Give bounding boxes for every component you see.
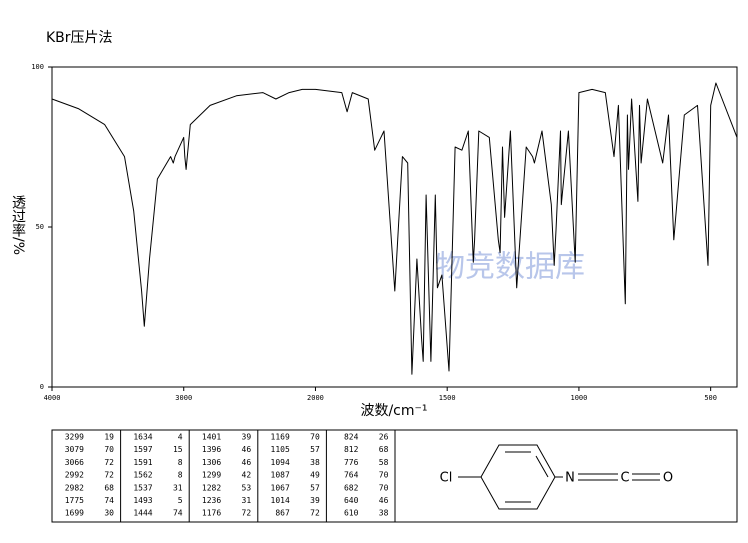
peak-wavenumber: 2992 xyxy=(65,471,84,480)
plot-frame xyxy=(51,66,738,388)
peak-transmittance: 70 xyxy=(379,483,389,492)
peak-wavenumber: 1634 xyxy=(133,433,152,442)
x-tick-label: 2000 xyxy=(307,394,324,402)
peak-transmittance: 8 xyxy=(178,471,183,480)
peak-transmittance: 4 xyxy=(178,433,183,442)
peak-wavenumber: 3066 xyxy=(65,458,84,467)
atom-label: O xyxy=(663,471,673,486)
peak-wavenumber: 1169 xyxy=(271,433,290,442)
x-tick-label: 500 xyxy=(704,394,717,402)
peak-wavenumber: 640 xyxy=(344,496,359,505)
atom-label: N xyxy=(565,471,575,486)
peak-wavenumber: 1105 xyxy=(271,445,290,454)
peak-transmittance: 58 xyxy=(379,458,389,467)
peak-transmittance: 70 xyxy=(310,433,320,442)
bond xyxy=(535,455,549,478)
peak-wavenumber: 2982 xyxy=(65,483,84,492)
x-tick-label: 1500 xyxy=(439,394,456,402)
peak-transmittance: 46 xyxy=(242,458,252,467)
peak-transmittance: 74 xyxy=(104,496,114,505)
peak-wavenumber: 1562 xyxy=(133,471,152,480)
peak-transmittance: 39 xyxy=(310,496,320,505)
peak-transmittance: 42 xyxy=(242,471,252,480)
atom-label: Cl xyxy=(440,471,453,486)
molecule-bonds xyxy=(458,444,660,510)
benzene-ring xyxy=(480,444,556,510)
peak-wavenumber: 1087 xyxy=(271,471,290,480)
peak-wavenumber: 1306 xyxy=(202,458,221,467)
peak-transmittance: 31 xyxy=(242,496,252,505)
peak-transmittance: 70 xyxy=(104,445,114,454)
peak-wavenumber: 1537 xyxy=(133,483,152,492)
peak-transmittance: 31 xyxy=(173,483,183,492)
y-tick-label: 0 xyxy=(40,383,44,391)
watermark: 物竞数据库 xyxy=(435,250,585,285)
peak-wavenumber: 776 xyxy=(344,458,359,467)
x-tick-label: 3000 xyxy=(175,394,192,402)
x-tick-label: 1000 xyxy=(570,394,587,402)
peak-transmittance: 49 xyxy=(310,471,320,480)
peak-transmittance: 74 xyxy=(173,509,183,518)
peak-wavenumber: 764 xyxy=(344,471,359,480)
peak-wavenumber: 1493 xyxy=(133,496,152,505)
peak-wavenumber: 824 xyxy=(344,433,359,442)
peak-transmittance: 5 xyxy=(178,496,183,505)
chart-title: KBr压片法 xyxy=(46,30,113,46)
peak-transmittance: 70 xyxy=(379,471,389,480)
peak-transmittance: 46 xyxy=(242,445,252,454)
x-axis-label: 波数/cm⁻¹ xyxy=(360,403,427,419)
peak-transmittance: 26 xyxy=(379,433,389,442)
peak-transmittance: 38 xyxy=(310,458,320,467)
x-tick-label: 4000 xyxy=(44,394,61,402)
peak-wavenumber: 1597 xyxy=(133,445,152,454)
peak-transmittance: 38 xyxy=(379,509,389,518)
peak-transmittance: 72 xyxy=(242,509,252,518)
peak-wavenumber: 1775 xyxy=(65,496,84,505)
peak-wavenumber: 1401 xyxy=(202,433,221,442)
peak-wavenumber: 610 xyxy=(344,509,359,518)
peak-wavenumber: 1014 xyxy=(271,496,290,505)
peak-wavenumber: 3079 xyxy=(65,445,84,454)
y-tick-label: 50 xyxy=(36,223,44,231)
peak-transmittance: 72 xyxy=(104,458,114,467)
peak-wavenumber: 1176 xyxy=(202,509,221,518)
peak-wavenumber: 1282 xyxy=(202,483,221,492)
peak-transmittance: 15 xyxy=(173,445,183,454)
peak-wavenumber: 1236 xyxy=(202,496,221,505)
peak-wavenumber: 1094 xyxy=(271,458,290,467)
peak-transmittance: 19 xyxy=(104,433,114,442)
peak-transmittance: 57 xyxy=(310,445,320,454)
peak-transmittance: 30 xyxy=(104,509,114,518)
peak-wavenumber: 3299 xyxy=(65,433,84,442)
peak-transmittance: 8 xyxy=(178,458,183,467)
peak-wavenumber: 1396 xyxy=(202,445,221,454)
spectrum-line xyxy=(51,82,738,375)
y-tick-label: 100 xyxy=(31,63,44,71)
atom-label: C xyxy=(620,471,629,486)
peak-wavenumber: 1444 xyxy=(133,509,152,518)
peak-wavenumber: 682 xyxy=(344,483,359,492)
peak-transmittance: 68 xyxy=(379,445,389,454)
peak-wavenumber: 812 xyxy=(344,445,359,454)
peak-wavenumber: 867 xyxy=(275,509,290,518)
peak-transmittance: 72 xyxy=(104,471,114,480)
peak-transmittance: 46 xyxy=(379,496,389,505)
peak-wavenumber: 1067 xyxy=(271,483,290,492)
peak-wavenumber: 1299 xyxy=(202,471,221,480)
peak-transmittance: 39 xyxy=(242,433,252,442)
peak-transmittance: 53 xyxy=(242,483,252,492)
peak-transmittance: 72 xyxy=(310,509,320,518)
y-axis-label: 透过率/% xyxy=(10,195,26,255)
peak-transmittance: 68 xyxy=(104,483,114,492)
peak-transmittance: 57 xyxy=(310,483,320,492)
peak-wavenumber: 1591 xyxy=(133,458,152,467)
peak-wavenumber: 1699 xyxy=(65,509,84,518)
